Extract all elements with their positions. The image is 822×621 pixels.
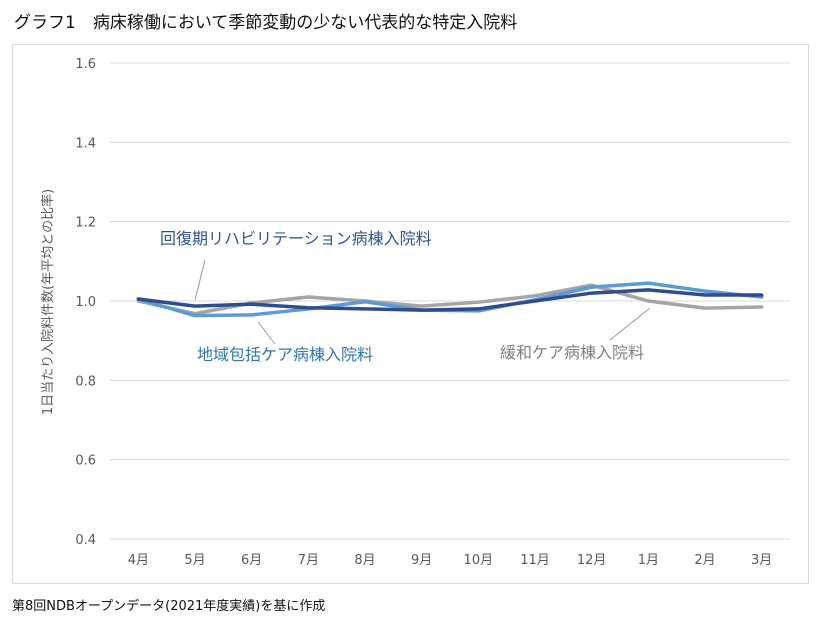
x-tick-label: 11月 [520,553,550,568]
y-tick-label: 1.6 [75,57,96,72]
y-tick-label: 0.4 [75,533,96,548]
x-tick-label: 1月 [638,553,659,568]
chart-frame [12,44,809,584]
leader-line-palliative [609,307,651,341]
x-tick-label: 3月 [751,553,772,568]
leader-line-community [257,321,276,345]
x-tick-label: 10月 [464,553,494,568]
x-tick-label: 7月 [298,553,319,568]
x-tick-label: 2月 [694,553,715,568]
x-tick-label: 5月 [184,553,205,568]
x-tick-label: 9月 [411,553,432,568]
x-tick-label: 6月 [241,553,262,568]
y-tick-label: 0.8 [75,374,96,389]
series-label-palliative: 緩和ケア病棟入院料 [500,343,644,362]
y-tick-label: 1.0 [75,295,96,310]
source-footnote: 第8回NDBオープンデータ(2021年度実績)を基に作成 [12,599,326,614]
y-tick-labels: 0.4 0.6 0.8 1.0 1.2 1.4 1.6 [75,57,96,548]
y-tick-label: 1.2 [75,216,96,231]
chart-title: グラフ1 病床稼働において季節変動の少ない代表的な特定入院料 [14,13,518,33]
gridlines [110,62,790,540]
y-tick-label: 0.6 [75,454,96,469]
x-tick-labels: 4月 5月 6月 7月 8月 9月 10月 11月 12月 1月 2月 3月 [128,553,773,568]
series-label-rehab: 回復期リハビリテーション病棟入院料 [160,229,432,248]
y-axis-label: 1日当たり入院料件数(年平均との比率) [40,189,56,415]
leader-line-rehab [194,259,206,301]
series-label-community: 地域包括ケア病棟入院料 [197,345,373,364]
x-tick-label: 4月 [128,553,149,568]
series-line-rehab [136,288,764,312]
x-tick-label: 12月 [577,553,607,568]
series-lines [136,281,764,318]
y-tick-label: 1.4 [75,136,96,151]
x-tick-label: 8月 [354,553,375,568]
